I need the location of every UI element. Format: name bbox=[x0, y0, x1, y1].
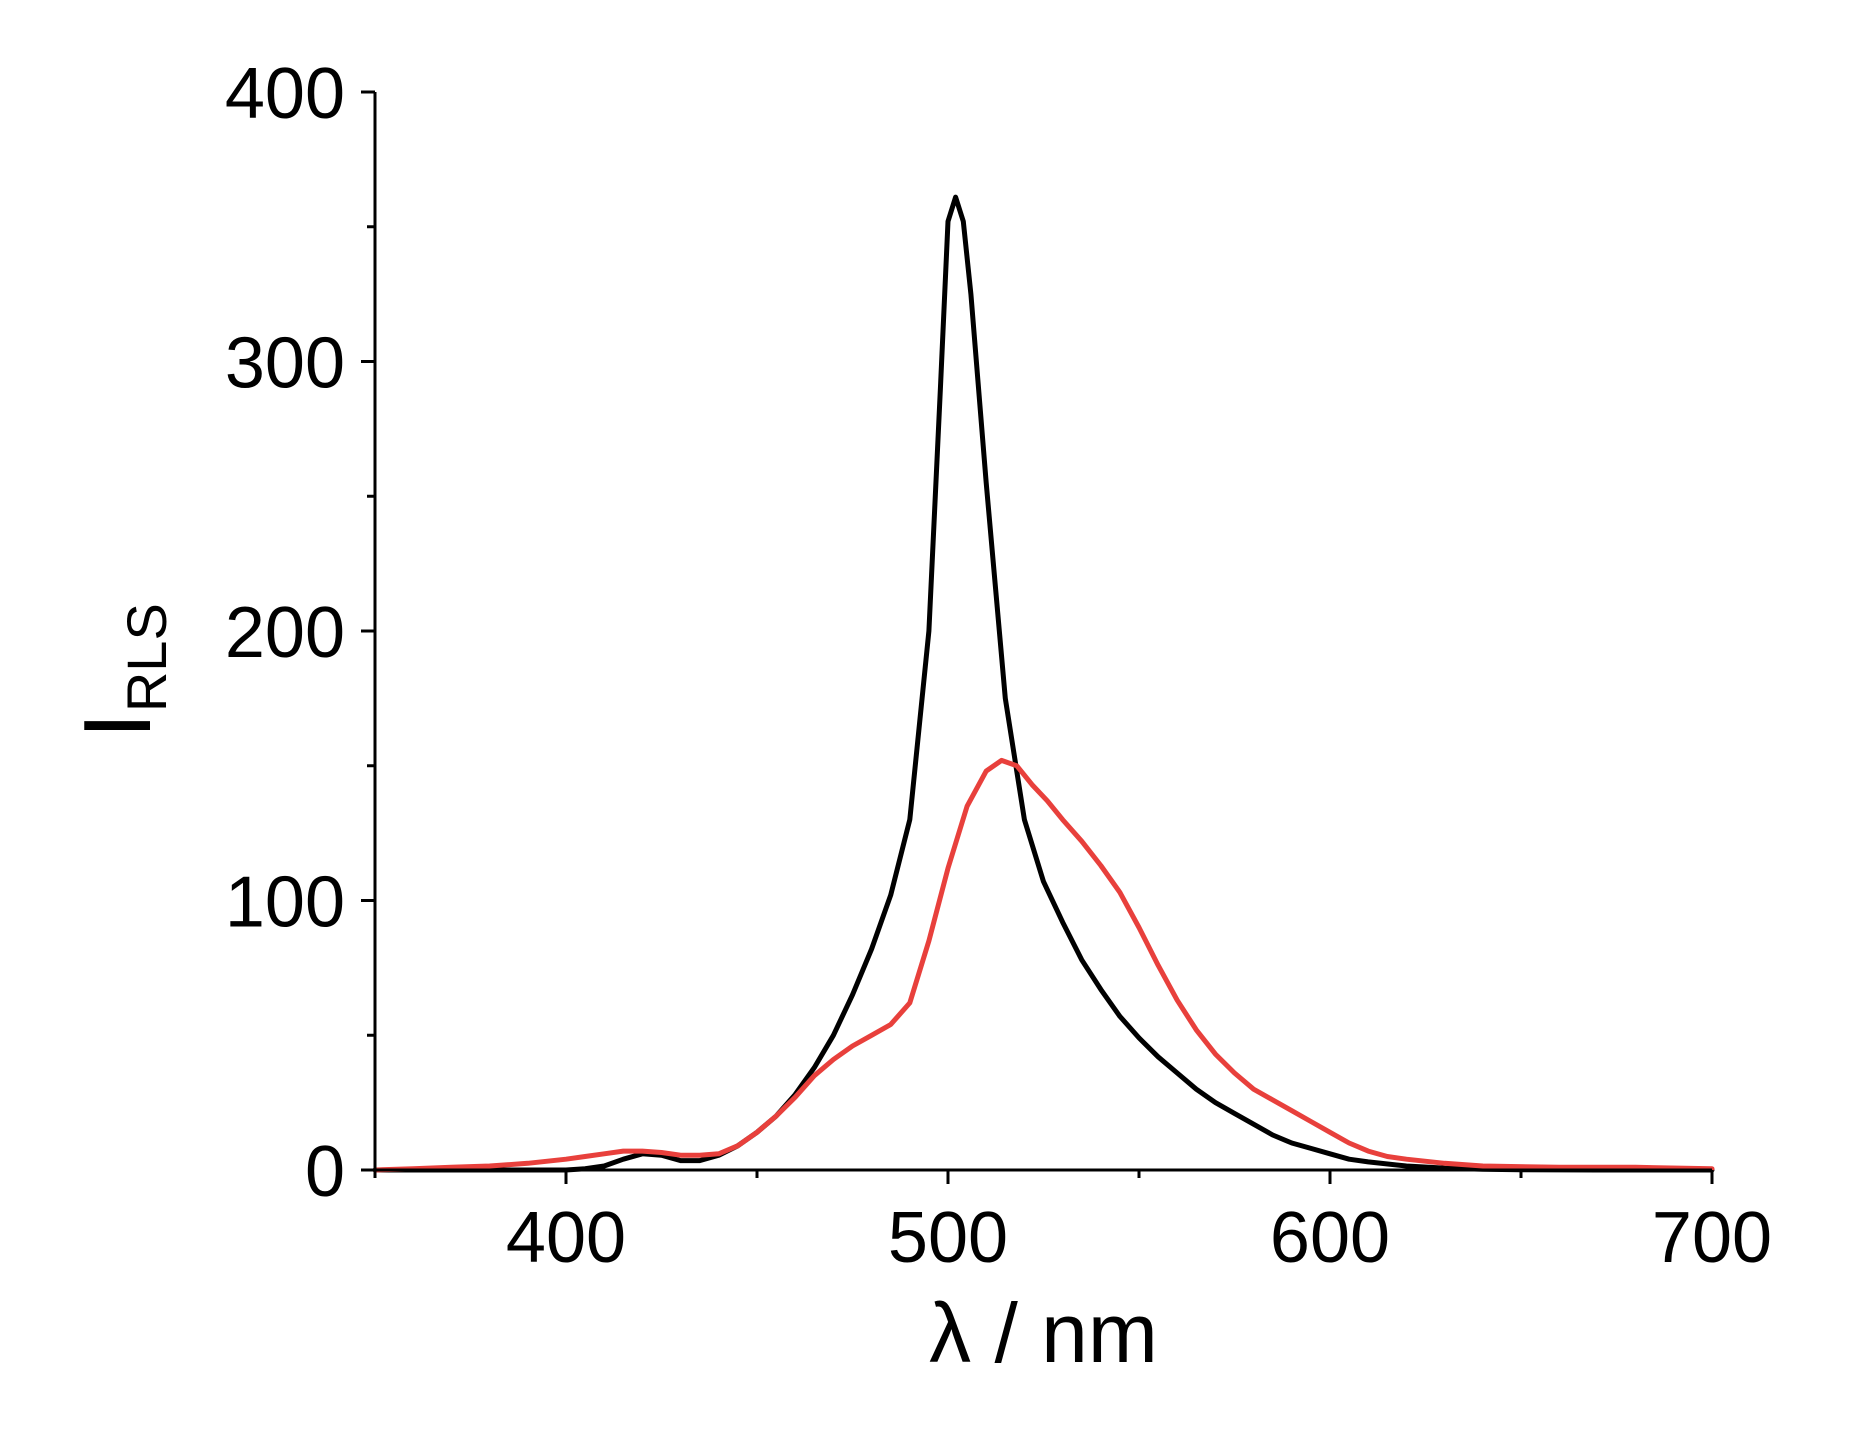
y-tick-label-400: 400 bbox=[225, 54, 345, 134]
x-tick-label-400: 400 bbox=[506, 1198, 626, 1278]
y-tick-label-300: 300 bbox=[225, 324, 345, 404]
y-axis-label: IRLS bbox=[64, 603, 178, 739]
tick-labels-layer: 400 500 600 700 0 100 200 300 400 bbox=[225, 54, 1772, 1278]
x-tick-label-500: 500 bbox=[888, 1198, 1008, 1278]
ticks-layer bbox=[361, 90, 1714, 1184]
y-axis-label-main: I bbox=[64, 712, 171, 739]
x-tick-label-600: 600 bbox=[1270, 1198, 1390, 1278]
series-line-2 bbox=[372, 757, 1715, 1173]
y-tick-label-200: 200 bbox=[225, 593, 345, 673]
y-tick-label-0: 0 bbox=[305, 1132, 345, 1212]
x-axis-label: λ / nm bbox=[929, 1286, 1158, 1380]
series-layer bbox=[372, 194, 1715, 1173]
y-axis-label-subscript: RLS bbox=[115, 603, 178, 712]
series-line-1 bbox=[372, 194, 1715, 1173]
y-tick-label-100: 100 bbox=[225, 863, 345, 943]
x-tick-label-700: 700 bbox=[1652, 1198, 1772, 1278]
